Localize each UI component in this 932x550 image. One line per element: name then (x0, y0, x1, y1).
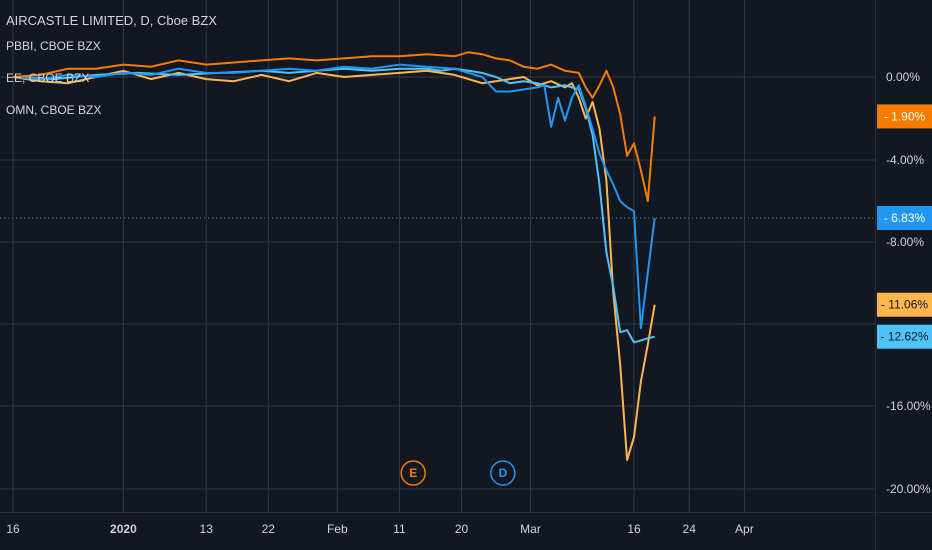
y-tick-label: -20.00% (886, 482, 931, 496)
series-line-omn (12, 69, 656, 461)
last-value-text: - 1.90% (884, 109, 926, 123)
x-tick-label: 24 (683, 522, 697, 536)
last-value-badge (877, 104, 932, 129)
x-tick-label: 16 (627, 522, 641, 536)
last-value-text: - 12.62% (880, 330, 928, 344)
x-tick-label: Mar (520, 522, 541, 536)
y-tick-label: -4.00% (886, 153, 924, 167)
last-value-text: - 11.06% (881, 298, 928, 312)
compare-pbbi[interactable]: PBBI, CBOE BZX (6, 39, 101, 53)
x-tick-label: 16 (6, 522, 20, 536)
event-marker-label: E (409, 466, 417, 480)
event-marker-e (400, 460, 426, 486)
x-tick-label: Feb (327, 522, 348, 536)
series-layer (12, 51, 656, 461)
last-value-badge (877, 324, 932, 349)
event-marker-d (490, 460, 516, 486)
last-value-label-ee: - 6.83% (877, 206, 932, 231)
main-symbol-title[interactable]: AIRCASTLE LIMITED, D, Cboe BZX (6, 13, 217, 28)
y-tick-label: -16.00% (886, 399, 931, 413)
compare-omn[interactable]: OMN, CBOE BZX (6, 103, 102, 117)
compare-ee[interactable]: EE, CBOE BZX (6, 71, 90, 85)
last-value-badge (877, 206, 932, 231)
last-value-badge (877, 292, 932, 317)
x-tick-label: 2020 (110, 522, 137, 536)
x-tick-label: 13 (200, 522, 214, 536)
y-tick-label: -8.00% (886, 235, 924, 249)
legend: AIRCASTLE LIMITED, D, Cboe BZX PBBI, CBO… (6, 13, 217, 120)
last-value-text: - 6.83% (884, 211, 926, 225)
y-tick-label: 0.00% (886, 70, 920, 84)
x-tick-label: 22 (262, 522, 276, 536)
x-tick-label: 11 (393, 522, 406, 536)
price-scale: 0.00% -4.00% -8.00% -16.00% -20.00% (886, 70, 931, 496)
last-value-label-main: - 12.62% (877, 324, 932, 349)
last-value-label-pbbi: - 1.90% (877, 104, 932, 129)
last-value-label-omn: - 11.06% (877, 292, 932, 317)
x-tick-label: Apr (735, 522, 754, 536)
x-tick-label: 20 (455, 522, 469, 536)
series-line-pbbi (12, 51, 656, 202)
series-line-ee (12, 63, 656, 330)
event-marker-label: D (499, 466, 508, 480)
time-scale: 16 2020 13 22 Feb 11 20 Mar 16 24 Apr (6, 522, 753, 536)
last-value-labels: - 1.90% - 6.83% - 11.06% - 12.62% (877, 104, 932, 349)
